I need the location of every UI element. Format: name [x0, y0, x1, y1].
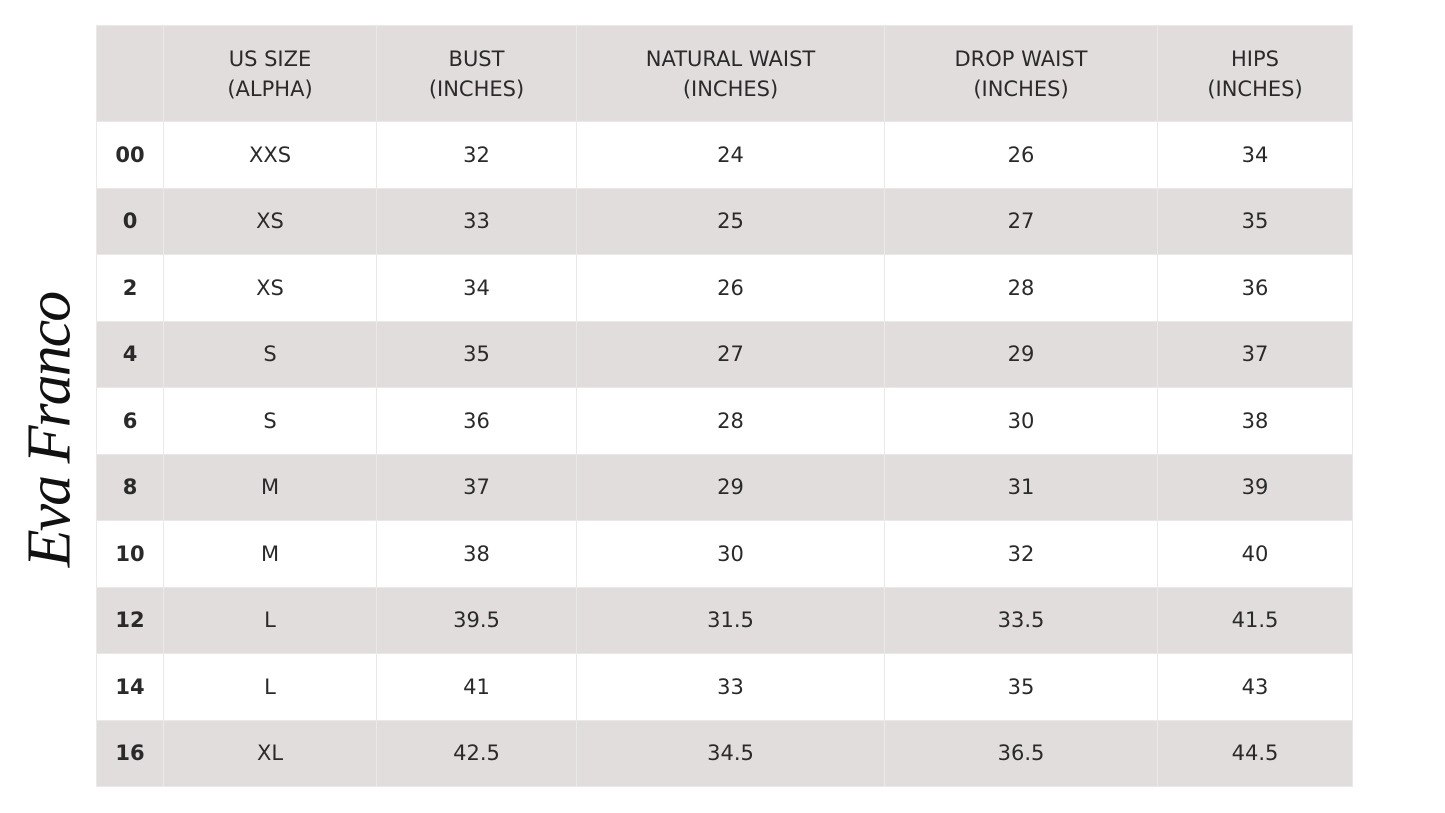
cell: 26: [884, 121, 1158, 189]
cell: 40: [1157, 520, 1353, 588]
cell: 34: [376, 254, 577, 322]
cell: 32: [884, 520, 1158, 588]
size-row: 0 XS 33 25 27 35: [96, 187, 1353, 255]
size-row: 10 M 38 30 32 40: [96, 520, 1353, 588]
header-row: US SIZE (ALPHA) BUST (INCHES) NATURAL WAIST (…: [96, 25, 1353, 122]
size-chart: US SIZE (ALPHA) BUST (INCHES) NATURAL WAIST (…: [96, 25, 1353, 787]
cell: XS: [163, 254, 377, 322]
us-size: 6: [96, 387, 164, 455]
size-row: 2 XS 34 26 28 36: [96, 254, 1353, 322]
cell: 33.5: [884, 586, 1158, 654]
us-size: 4: [96, 320, 164, 388]
cell: 36: [1157, 254, 1353, 322]
us-size: 12: [96, 586, 164, 654]
cell: 33: [576, 653, 885, 721]
cell: XS: [163, 187, 377, 255]
header-line: (INCHES): [682, 76, 779, 101]
us-size: 8: [96, 453, 164, 521]
header-line: (INCHES): [973, 76, 1069, 101]
header-line: (INCHES): [1207, 76, 1303, 101]
cell: 39: [1157, 453, 1353, 521]
header-line: NATURAL WAIST: [645, 46, 816, 71]
header-line: BUST: [448, 46, 505, 71]
header-line: (ALPHA): [227, 76, 313, 101]
cell: XL: [163, 719, 377, 787]
cell: 24: [576, 121, 885, 189]
cell: M: [163, 453, 377, 521]
header-line: HIPS: [1231, 46, 1279, 71]
size-row: 12 L 39.5 31.5 33.5 41.5: [96, 586, 1353, 654]
cell: 36.5: [884, 719, 1158, 787]
us-size: 00: [96, 121, 164, 189]
brand-logo: Eva Franco: [15, 292, 84, 568]
header-cell: US SIZE (ALPHA): [163, 25, 377, 122]
size-row: 6 S 36 28 30 38: [96, 387, 1353, 455]
cell: 35: [1157, 187, 1353, 255]
header-cell: DROP WAIST (INCHES): [884, 25, 1158, 122]
cell: 35: [884, 653, 1158, 721]
us-size: 16: [96, 719, 164, 787]
cell: 41: [376, 653, 577, 721]
header-line: DROP WAIST: [954, 46, 1088, 71]
cell: L: [163, 653, 377, 721]
cell: 42.5: [376, 719, 577, 787]
cell: 28: [884, 254, 1158, 322]
us-size: 14: [96, 653, 164, 721]
us-size: 2: [96, 254, 164, 322]
cell: 39.5: [376, 586, 577, 654]
cell: 31.5: [576, 586, 885, 654]
cell: 25: [576, 187, 885, 255]
cell: 35: [376, 320, 577, 388]
cell: 34.5: [576, 719, 885, 787]
cell: 29: [576, 453, 885, 521]
header-line: (INCHES): [428, 76, 525, 101]
cell: 31: [884, 453, 1158, 521]
cell: 27: [576, 320, 885, 388]
size-row: 4 S 35 27 29 37: [96, 320, 1353, 388]
header-cell: [96, 25, 164, 122]
size-row: 00 XXS 32 24 26 34: [96, 121, 1353, 189]
cell: 27: [884, 187, 1158, 255]
size-row: 16 XL 42.5 34.5 36.5 44.5: [96, 719, 1353, 787]
cell: 37: [1157, 320, 1353, 388]
cell: 38: [376, 520, 577, 588]
table-body: 00 XXS 32 24 26 34 0 XS 33 25 27 35 2 XS 34 26 28 36 4 S 35 2…: [96, 121, 1353, 787]
cell: 37: [376, 453, 577, 521]
cell: 26: [576, 254, 885, 322]
header-cell: NATURAL WAIST (INCHES): [576, 25, 885, 122]
us-size: 0: [96, 187, 164, 255]
header-cell: HIPS (INCHES): [1157, 25, 1353, 122]
cell: M: [163, 520, 377, 588]
cell: 43: [1157, 653, 1353, 721]
cell: 28: [576, 387, 885, 455]
size-row: 14 L 41 33 35 43: [96, 653, 1353, 721]
cell: 30: [576, 520, 885, 588]
cell: 33: [376, 187, 577, 255]
cell: S: [163, 320, 377, 388]
cell: 30: [884, 387, 1158, 455]
cell: 29: [884, 320, 1158, 388]
cell: 34: [1157, 121, 1353, 189]
us-size: 10: [96, 520, 164, 588]
cell: 44.5: [1157, 719, 1353, 787]
header-line: US SIZE: [228, 46, 312, 71]
size-row: 8 M 37 29 31 39: [96, 453, 1353, 521]
cell: 38: [1157, 387, 1353, 455]
header-cell: BUST (INCHES): [376, 25, 577, 122]
cell: 41.5: [1157, 586, 1353, 654]
cell: S: [163, 387, 377, 455]
cell: 36: [376, 387, 577, 455]
cell: XXS: [163, 121, 377, 189]
cell: 32: [376, 121, 577, 189]
cell: L: [163, 586, 377, 654]
